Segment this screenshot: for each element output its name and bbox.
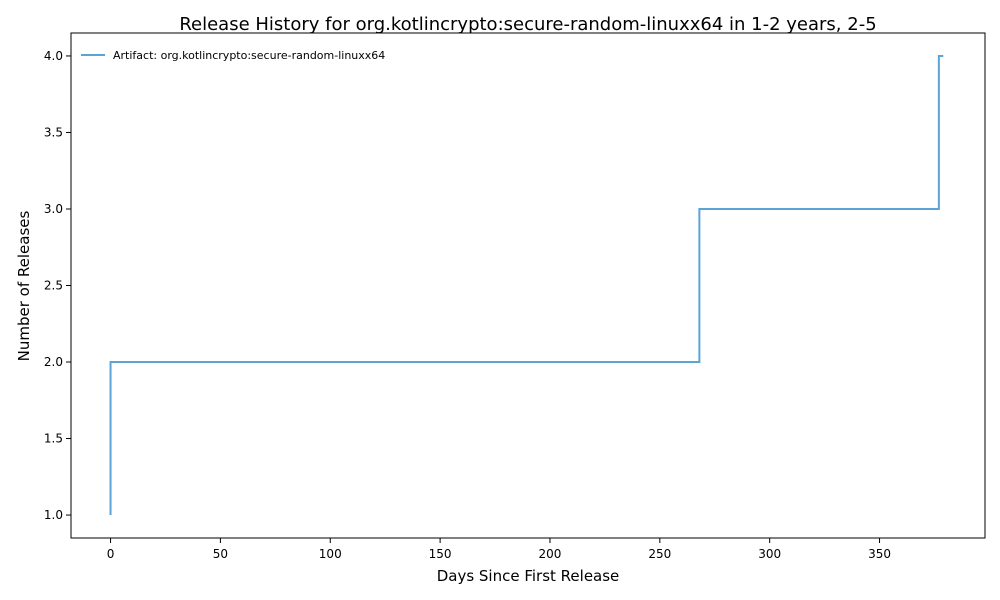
y-tick-label: 1.5 <box>44 432 63 446</box>
x-tick-label: 0 <box>107 547 115 561</box>
plot-area <box>109 54 944 516</box>
y-axis: 1.0 1.5 2.0 2.5 3.0 3.5 4.0 <box>44 49 71 522</box>
y-tick-label: 1.0 <box>44 508 63 522</box>
y-tick-label: 2.5 <box>44 279 63 293</box>
y-tick-label: 3.0 <box>44 202 63 216</box>
legend-entry: Artifact: org.kotlincrypto:secure-random… <box>113 49 385 62</box>
y-tick-label: 2.0 <box>44 355 63 369</box>
x-tick-label: 100 <box>319 547 342 561</box>
x-tick-label: 50 <box>213 547 228 561</box>
chart-title: Release History for org.kotlincrypto:sec… <box>179 14 876 35</box>
x-tick-label: 250 <box>648 547 671 561</box>
legend: Artifact: org.kotlincrypto:secure-random… <box>81 49 385 62</box>
x-tick-label: 350 <box>868 547 891 561</box>
x-tick-label: 200 <box>539 547 562 561</box>
y-tick-label: 3.5 <box>44 125 63 139</box>
y-axis-title: Number of Releases <box>15 210 33 361</box>
x-tick-label: 150 <box>429 547 452 561</box>
series-line-0 <box>109 54 944 516</box>
x-tick-label: 300 <box>758 547 781 561</box>
x-axis-title: Days Since First Release <box>437 567 620 585</box>
y-tick-label: 4.0 <box>44 49 63 63</box>
x-axis: 0 50 100 150 200 250 300 350 <box>107 538 891 561</box>
